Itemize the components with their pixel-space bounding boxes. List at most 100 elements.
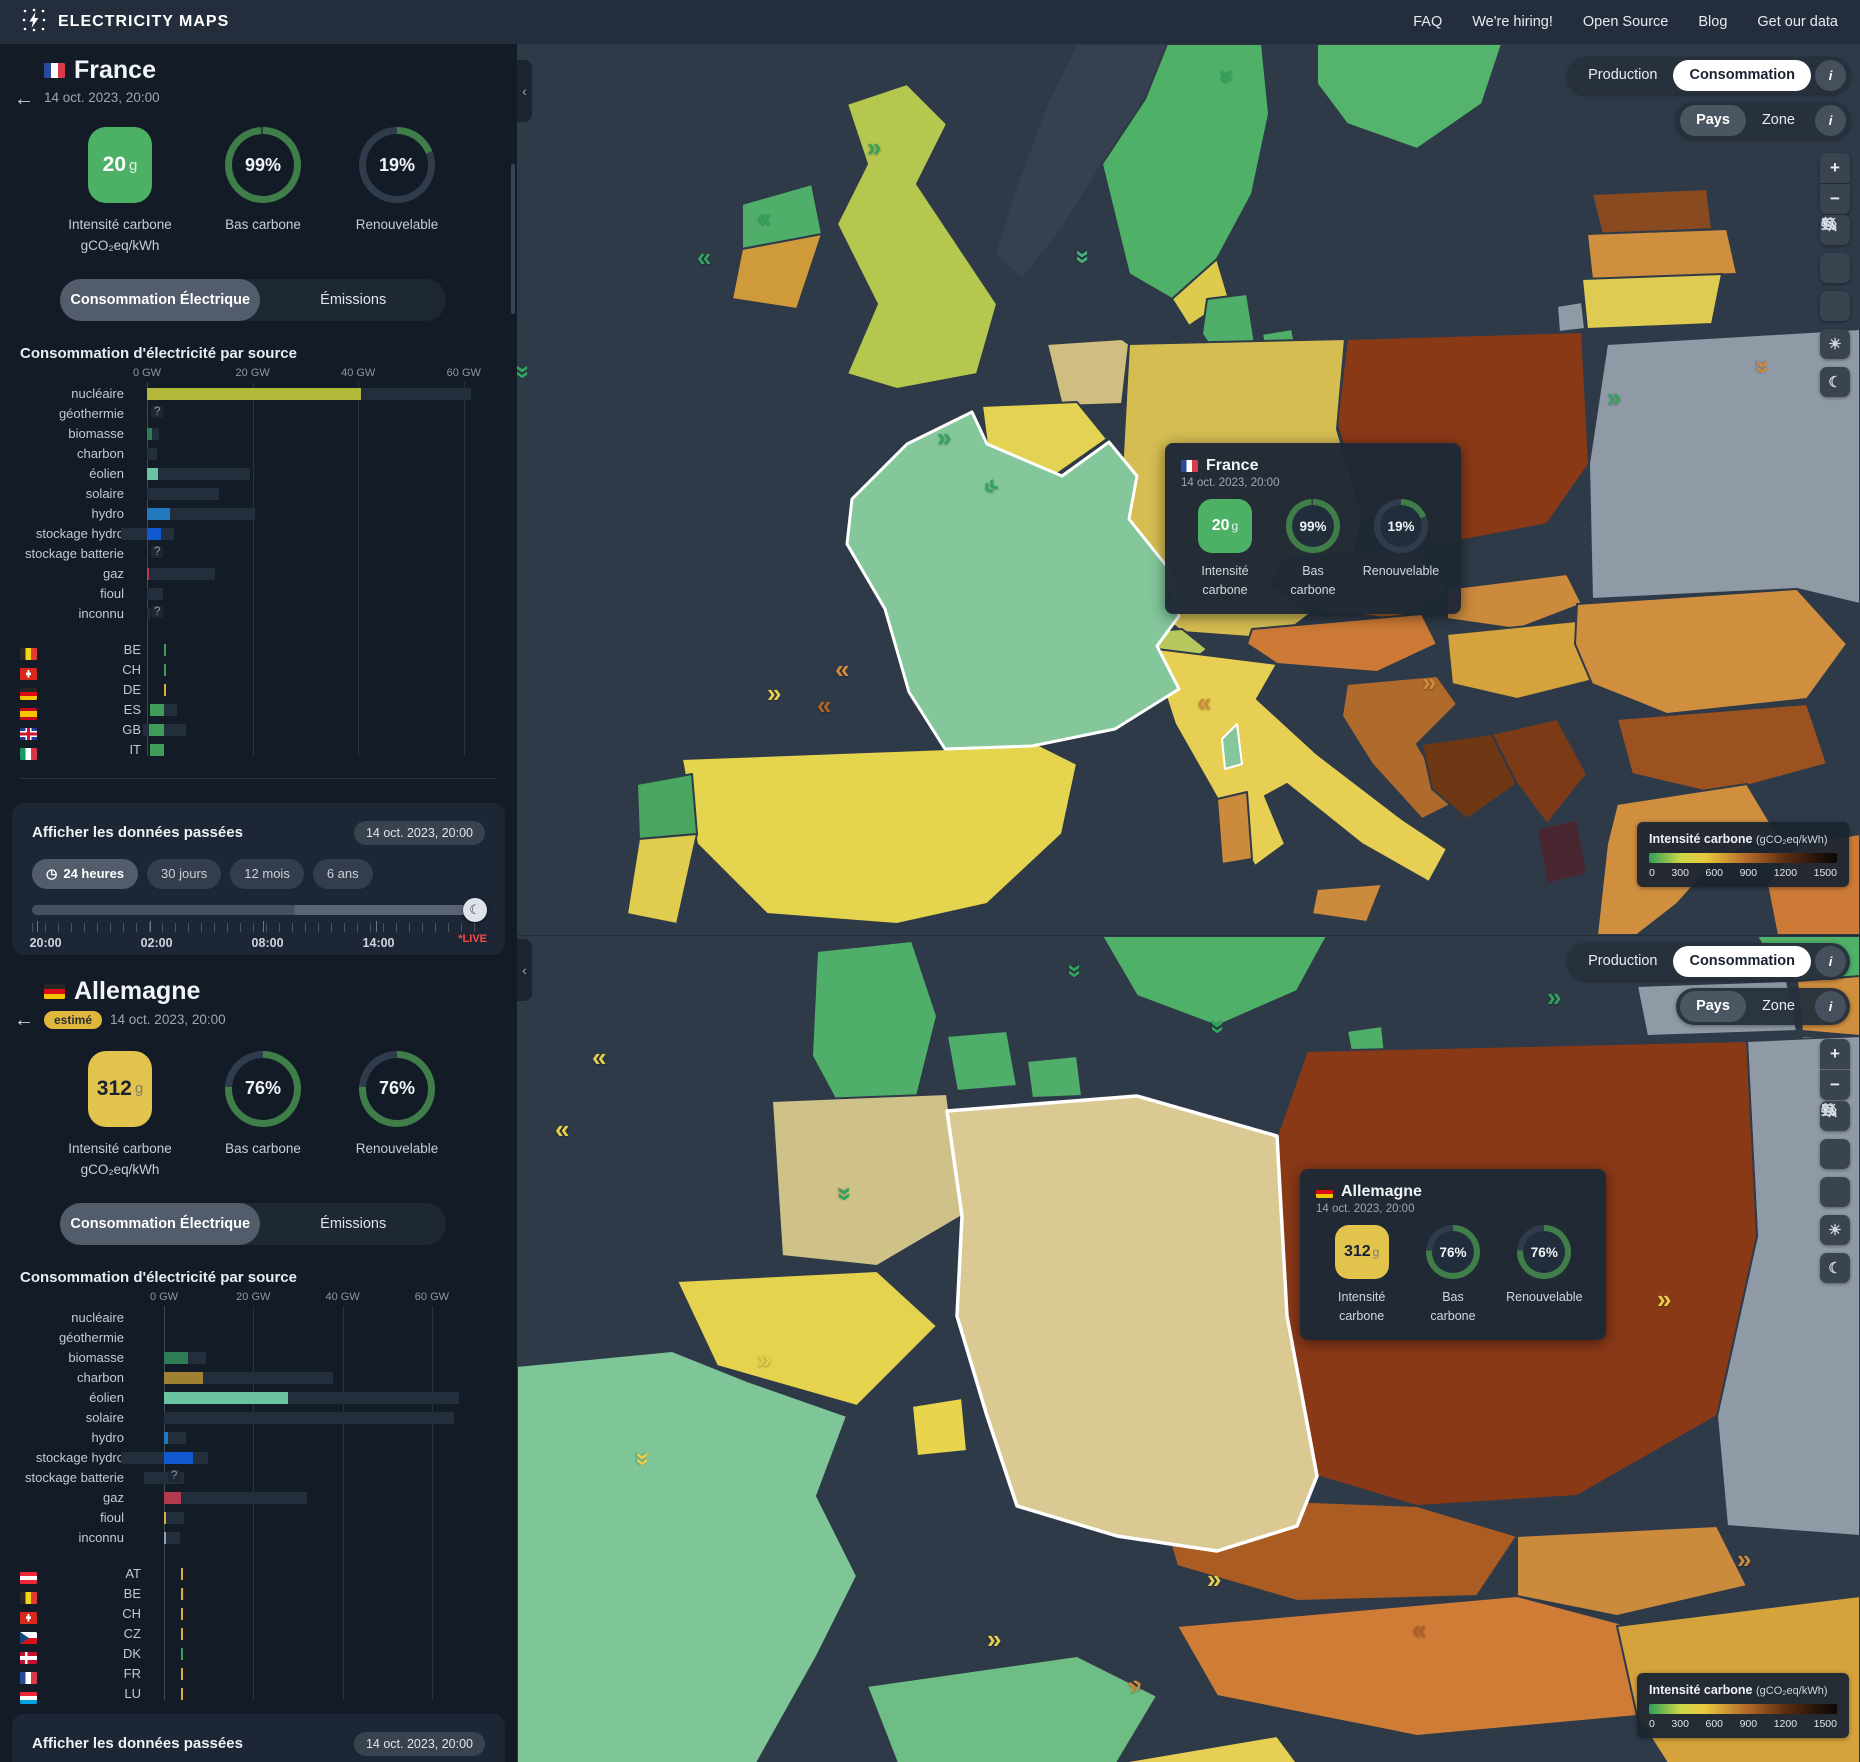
info-button[interactable]: i [1815, 105, 1846, 136]
country-france[interactable] [517, 1350, 858, 1762]
exchange-row[interactable]: AT [0, 1564, 505, 1584]
country-slovakia[interactable] [1446, 573, 1583, 630]
country-france[interactable] [845, 410, 1181, 751]
country-portugal-south[interactable] [626, 833, 698, 925]
chart-row[interactable]: stockage hydro [0, 1448, 505, 1468]
hide-layers-eye-off-icon[interactable] [1820, 217, 1850, 283]
chart-row[interactable]: fioul [0, 1508, 505, 1528]
nav-link-get-data[interactable]: Get our data [1757, 14, 1838, 30]
nav-link-faq[interactable]: FAQ [1413, 14, 1443, 30]
sidebar-collapse-button[interactable]: ‹ [517, 939, 532, 1001]
country-romania[interactable] [1574, 588, 1848, 715]
chart-row[interactable]: solaire [0, 1408, 505, 1428]
country-sweden[interactable] [1101, 936, 1328, 1027]
exchange-row[interactable]: GB [0, 720, 505, 740]
map-view-germany[interactable]: « « » » » » » » » « » » » » ‹ Production… [517, 935, 1860, 1762]
country-bosnia[interactable] [1421, 733, 1518, 820]
exchange-row[interactable]: CZ [0, 1624, 505, 1644]
chart-row[interactable]: inconnu [0, 1528, 505, 1548]
exchange-row[interactable]: DK [0, 1644, 505, 1664]
toggle-pays[interactable]: Pays [1680, 991, 1746, 1022]
country-netherlands[interactable] [1046, 338, 1130, 407]
back-arrow-icon[interactable]: ← [14, 1008, 34, 1031]
wind-layer-icon[interactable] [1820, 1103, 1850, 1207]
country-luxembourg[interactable] [911, 1397, 968, 1457]
toggle-zone[interactable]: Zone [1761, 112, 1795, 128]
chart-row[interactable]: éolien [0, 464, 505, 484]
tab-consommation-electrique[interactable]: Consommation Électrique [60, 1202, 261, 1245]
country-italy[interactable] [1156, 648, 1448, 883]
chart-row[interactable]: nucléaire [71, 1310, 124, 1326]
back-arrow-icon[interactable]: ← [14, 88, 34, 110]
range-30d-button[interactable]: 30 jours [147, 858, 222, 889]
sidebar-collapse-button[interactable]: ‹ [517, 60, 532, 122]
country-austria[interactable] [1176, 1595, 1668, 1737]
exchange-row[interactable]: BE [0, 1584, 505, 1604]
time-slider-handle[interactable]: ☾ [463, 897, 487, 922]
night-mode-moon-icon[interactable]: ☾ [1820, 367, 1850, 397]
nav-link-hiring[interactable]: We're hiring! [1472, 14, 1553, 30]
country-albania[interactable] [1536, 818, 1588, 885]
nav-link-open-source[interactable]: Open Source [1582, 14, 1669, 30]
exchange-row[interactable]: BE [0, 640, 505, 660]
chart-row[interactable]: charbon [0, 1368, 505, 1388]
chart-row[interactable]: charbon [0, 444, 505, 464]
zoom-out-button[interactable]: − [1820, 184, 1850, 214]
chart-row[interactable]: hydro [0, 1428, 505, 1448]
toggle-consommation[interactable]: Consommation [1673, 60, 1811, 91]
zoom-out-button[interactable]: − [1820, 1070, 1850, 1100]
country-italy[interactable] [1116, 1735, 1298, 1762]
exchange-row[interactable]: ES [0, 700, 505, 720]
toggle-production[interactable]: Production [1588, 953, 1658, 969]
chart-row[interactable]: inconnu ? [0, 604, 505, 624]
country-finland[interactable] [1316, 44, 1503, 150]
chart-row[interactable]: géothermie [58, 1330, 124, 1346]
chart-row[interactable]: biomasse [0, 1348, 505, 1368]
chart-row[interactable]: biomasse [0, 424, 505, 444]
scrollbar[interactable] [511, 164, 515, 314]
country-netherlands[interactable] [771, 1093, 963, 1267]
info-button[interactable]: i [1815, 946, 1846, 977]
country-serbia[interactable] [1491, 718, 1588, 825]
brand[interactable]: ELECTRICITY MAPS [22, 8, 229, 37]
country-estonia[interactable] [1591, 188, 1713, 235]
exchange-row[interactable]: CH [0, 660, 505, 680]
zoom-in-button[interactable]: + [1820, 153, 1850, 183]
country-denmark[interactable] [811, 940, 938, 1122]
exchange-row[interactable]: LU [0, 1684, 505, 1704]
toggle-zone[interactable]: Zone [1761, 998, 1795, 1014]
exchange-row[interactable]: FR [0, 1664, 505, 1684]
tab-consommation-electrique[interactable]: Consommation Électrique [60, 278, 261, 321]
country-great-britain[interactable] [836, 83, 998, 390]
country-slovakia[interactable] [1516, 1525, 1748, 1617]
chart-row[interactable]: solaire [0, 484, 505, 504]
range-24h-button[interactable]: ◷ 24 heures [32, 858, 139, 889]
country-ireland-south[interactable] [731, 233, 823, 310]
info-button[interactable]: i [1815, 991, 1846, 1022]
country-austria[interactable] [1246, 613, 1438, 673]
tab-emissions[interactable]: Émissions [320, 291, 387, 308]
chart-row[interactable]: stockage batterie ? [0, 1468, 505, 1488]
toggle-pays[interactable]: Pays [1680, 105, 1746, 136]
tab-emissions[interactable]: Émissions [320, 1215, 387, 1232]
corsica[interactable] [1221, 723, 1243, 770]
country-spain[interactable] [681, 743, 1078, 925]
wind-layer-icon[interactable] [1820, 217, 1850, 321]
chart-row[interactable]: hydro [0, 504, 505, 524]
country-latvia[interactable] [1586, 228, 1738, 280]
solar-layer-sun-icon[interactable]: ☀ [1820, 329, 1850, 359]
country-belgium[interactable] [981, 401, 1108, 475]
chart-row[interactable]: nucléaire [0, 384, 505, 404]
chart-row[interactable]: stockage hydro [0, 524, 505, 544]
chart-row[interactable]: fioul [0, 584, 505, 604]
country-belgium[interactable] [676, 1270, 938, 1407]
time-slider[interactable]: ☾ [32, 897, 487, 922]
exchange-row[interactable]: CH [0, 1604, 505, 1624]
chart-row[interactable]: gaz [0, 564, 505, 584]
chart-row[interactable]: géothermie ? [0, 404, 505, 424]
hide-layers-eye-off-icon[interactable] [1820, 1103, 1850, 1169]
night-mode-moon-icon[interactable]: ☾ [1820, 1253, 1850, 1283]
country-bulgaria[interactable] [1616, 703, 1828, 795]
zoom-in-button[interactable]: + [1820, 1039, 1850, 1069]
country-germany[interactable] [945, 1094, 1319, 1553]
